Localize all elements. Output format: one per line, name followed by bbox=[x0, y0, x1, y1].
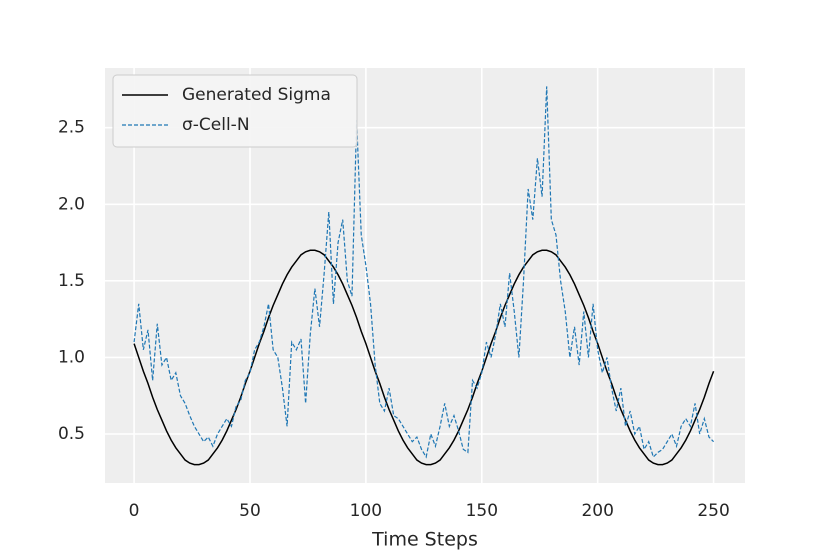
ticks: 0.5 1.0 1.5 2.0 2.5 0 50 100 150 200 250 bbox=[58, 118, 730, 521]
y-tick-label: 1.0 bbox=[58, 347, 85, 367]
legend-label: Generated Sigma bbox=[182, 85, 331, 105]
y-tick-label: 1.5 bbox=[58, 271, 85, 291]
y-tick-label: 0.5 bbox=[58, 424, 85, 444]
x-tick-label: 0 bbox=[129, 501, 140, 521]
series-line bbox=[133, 249, 715, 466]
legend-label: σ-Cell-N bbox=[182, 115, 250, 135]
y-tick-label: 2.5 bbox=[58, 118, 85, 138]
x-axis-label: Time Steps bbox=[371, 529, 478, 551]
lines bbox=[133, 86, 715, 466]
x-tick-label: 50 bbox=[239, 501, 261, 521]
legend: Generated Sigma σ-Cell-N bbox=[112, 74, 358, 148]
series-line bbox=[133, 86, 715, 459]
x-tick-label: 100 bbox=[350, 501, 382, 521]
x-tick-label: 150 bbox=[466, 501, 498, 521]
legend-box bbox=[112, 74, 358, 148]
y-tick-label: 2.0 bbox=[58, 194, 85, 214]
grid bbox=[105, 68, 745, 483]
x-tick-label: 200 bbox=[581, 501, 613, 521]
x-tick-label: 250 bbox=[697, 501, 729, 521]
